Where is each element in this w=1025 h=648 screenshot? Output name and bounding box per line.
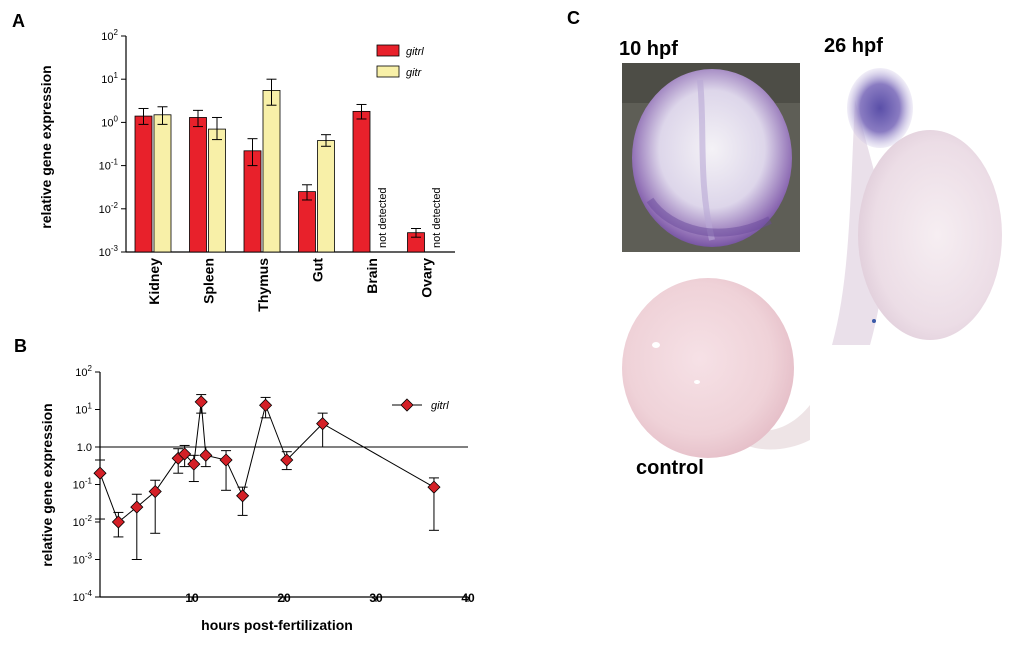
bar-gitrl-spleen — [189, 117, 207, 253]
control-label: control — [636, 457, 704, 479]
panel-letter-b: B — [14, 336, 27, 356]
a-y-tick-label: 101 — [101, 71, 118, 86]
legend-swatch-gitrl — [376, 44, 400, 57]
legend-label-gitrl: gitrl — [406, 46, 424, 58]
data-point-gitrl — [199, 448, 213, 462]
legend-swatch-gitr — [376, 65, 400, 78]
bar-gitrl-gut — [298, 191, 316, 253]
embryo-image-26hpf — [832, 68, 1002, 345]
b-x-tick-label: 20 — [277, 591, 291, 605]
b-x-tick-label: 30 — [369, 591, 383, 605]
chart-a-y-axis-label: relative gene expression — [38, 65, 54, 228]
data-point-gitrl — [148, 484, 162, 499]
data-point-gitrl — [280, 453, 294, 467]
bar-gitr-kidney — [153, 114, 172, 253]
b-y-tick-label: 10-4 — [73, 589, 93, 604]
a-y-tick-label: 102 — [101, 28, 118, 43]
b-y-tick-label: 10-1 — [73, 477, 93, 492]
chart-b-y-axis-label: relative gene expression — [39, 403, 55, 566]
legend-label-gitrl-b: gitrl — [431, 400, 449, 412]
series-line-gitrl — [99, 401, 435, 523]
chart-a: relative gene expression 102 101 100 10-1 10… — [38, 28, 455, 312]
stage-label-10hpf: 10 hpf — [619, 38, 678, 60]
data-point-gitrl — [194, 395, 208, 409]
b-y-tick-label: 10-3 — [73, 552, 93, 567]
a-y-tick-label: 10-2 — [99, 201, 119, 216]
b-y-tick-label: 101 — [75, 402, 92, 417]
data-point-gitrl — [111, 515, 125, 529]
data-point-gitrl — [236, 489, 250, 503]
chart-b-x-axis-label: hours post-fertilization — [201, 617, 353, 633]
bar-gitrl-brain — [352, 110, 371, 253]
data-point-gitrl — [130, 500, 144, 514]
category-label-thymus: Thymus — [255, 258, 271, 312]
a-y-tick-label: 100 — [101, 114, 118, 129]
b-x-tick-label: 40 — [461, 591, 475, 605]
a-y-tick-label: 10-3 — [99, 244, 119, 259]
category-label-gut: Gut — [310, 258, 326, 282]
category-label-brain: Brain — [364, 258, 380, 294]
data-point-gitrl — [187, 457, 201, 471]
a-y-tick-label: 10-1 — [99, 158, 119, 173]
panel-c-images: 10 hpf 26 hpf control — [619, 35, 1002, 479]
embryo-image-10hpf — [622, 63, 800, 252]
b-y-tick-label: 1.0 — [77, 442, 92, 454]
b-y-tick-label: 102 — [75, 364, 92, 379]
chart-b: relative gene expression hours post-fert… — [39, 364, 475, 633]
embryo-image-control — [622, 278, 810, 458]
b-y-tick-label: 10-2 — [73, 514, 93, 529]
bar-gitr-thymus — [262, 90, 281, 253]
stage-label-26hpf: 26 hpf — [824, 35, 883, 57]
legend-marker-gitrl-b — [400, 398, 414, 412]
data-point-gitrl — [316, 417, 330, 431]
category-label-spleen: Spleen — [201, 258, 217, 304]
data-point-gitrl — [427, 480, 441, 494]
legend-label-gitr: gitr — [406, 67, 423, 79]
b-x-tick-label: 10 — [185, 591, 199, 605]
data-point-gitrl — [178, 447, 192, 461]
data-point-gitrl — [93, 466, 107, 480]
category-label-kidney: Kidney — [146, 258, 162, 305]
category-label-ovary: Ovary — [419, 258, 435, 298]
bar-gitr-gut — [317, 140, 335, 253]
data-point-gitrl — [219, 453, 233, 467]
bar-gitr-spleen — [208, 128, 226, 253]
panel-letter-c: C — [567, 8, 580, 28]
not-detected-label-brain: not detected — [377, 187, 389, 248]
bar-gitrl-kidney — [134, 115, 153, 253]
panel-letter-a: A — [12, 11, 25, 31]
data-point-gitrl — [259, 398, 273, 412]
not-detected-label-ovary: not detected — [431, 187, 443, 248]
